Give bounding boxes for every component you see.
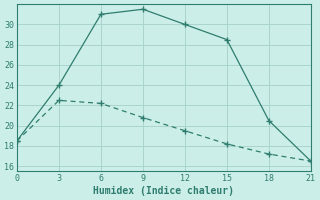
- X-axis label: Humidex (Indice chaleur): Humidex (Indice chaleur): [93, 186, 234, 196]
